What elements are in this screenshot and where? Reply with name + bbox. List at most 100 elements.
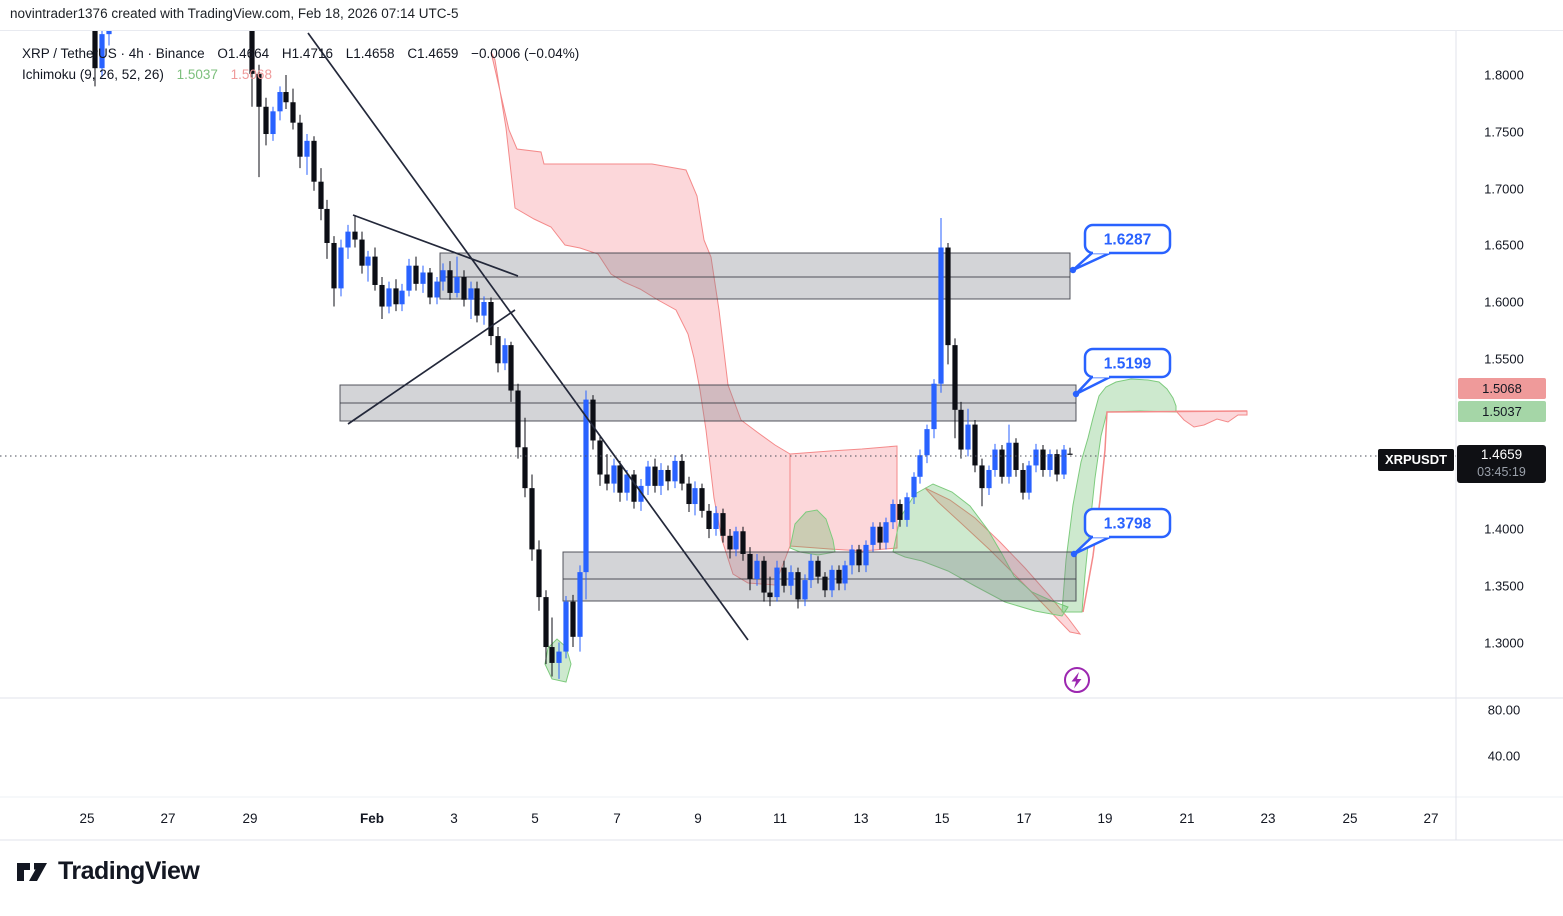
top-divider [0, 30, 1563, 31]
candle-body [965, 424, 971, 450]
candle-body [399, 290, 405, 305]
candle-body [808, 560, 814, 581]
price-axis-label: 1.4000 [1484, 521, 1524, 537]
callout-anchor-dot[interactable] [1072, 390, 1080, 398]
candle-body [699, 488, 705, 511]
time-axis-label: Feb [359, 811, 385, 826]
ichimoku-cloud-bearish [789, 445, 898, 552]
candle-body [692, 488, 698, 505]
trendline[interactable] [347, 309, 516, 425]
candle-body [529, 488, 535, 550]
time-axis-label: 23 [1260, 811, 1276, 826]
candle-body [992, 449, 998, 470]
attribution-text: novintrader1376 created with TradingView… [10, 6, 459, 21]
symbol-axis-badge: XRPUSDT [1378, 449, 1454, 471]
candle-body [338, 247, 344, 289]
candle-body [413, 265, 419, 284]
symbol-legend[interactable]: XRP / TetherUS · 4h · Binance O1.4664 H1… [22, 46, 588, 61]
candle-body [849, 549, 855, 566]
candle-body [679, 460, 685, 484]
indicator-legend[interactable]: Ichimoku (9, 26, 52, 26) 1.5037 1.5068 [22, 67, 281, 82]
candle-body [911, 476, 917, 498]
candle-body [481, 302, 487, 316]
price-axis-label: 1.3000 [1484, 635, 1524, 650]
time-axis-label: 25 [79, 811, 95, 826]
price-axis-label: 1.5500 [1484, 351, 1524, 367]
candle-body [365, 256, 371, 266]
candle-body [767, 592, 773, 598]
candle-body [686, 483, 692, 505]
candle-body [883, 522, 889, 543]
candle-body [577, 572, 583, 637]
candle-body [297, 122, 303, 157]
candle-body [311, 140, 317, 182]
candle-body [924, 429, 930, 456]
tradingview-logo[interactable]: TradingView [15, 856, 200, 886]
candle-body [563, 601, 569, 652]
candle-body [917, 455, 923, 477]
candle-body [99, 34, 105, 69]
candle-body [658, 469, 664, 486]
price-axis-label: 1.6000 [1484, 294, 1524, 310]
candle-body [359, 239, 365, 266]
time-axis-label: 13 [853, 811, 869, 826]
senkou-a-axis-badge: 1.5037 [1458, 401, 1546, 422]
symbol-title: XRP / TetherUS · 4h · Binance [22, 46, 205, 61]
candle-body [570, 601, 576, 637]
candle-body [263, 106, 269, 135]
candle-body [324, 208, 330, 243]
candle-body [958, 409, 964, 450]
candle-body [740, 531, 746, 554]
candle-body [290, 102, 296, 123]
price-callout[interactable]: 1.5199 [1072, 347, 1172, 398]
candle-body [890, 504, 896, 523]
price-axis-label: 1.7000 [1484, 181, 1524, 196]
candle-body [556, 651, 562, 663]
ohlc-low: L1.4658 [345, 46, 395, 61]
price-callout[interactable]: 1.6287 [1069, 223, 1172, 274]
callout-anchor-dot[interactable] [1069, 266, 1077, 274]
candle-body [447, 270, 453, 293]
time-axis-label: 27 [1423, 811, 1439, 826]
callout-anchor-dot[interactable] [1070, 550, 1078, 558]
ichimoku-cloud-bearish [924, 487, 1082, 635]
trendline[interactable] [307, 32, 749, 641]
candle-body [972, 424, 978, 466]
candle-body [1061, 449, 1067, 475]
callout-box [1083, 347, 1172, 379]
candle-body [420, 272, 426, 284]
main-pane [0, 31, 1456, 693]
candle-body [488, 302, 494, 337]
candle-body [822, 576, 828, 591]
candle-body [652, 466, 658, 486]
candle-body [1054, 454, 1060, 475]
senkou-a-value: 1.5037 [176, 67, 218, 82]
price-callout[interactable]: 1.3798 [1070, 507, 1172, 558]
indicator-name: Ichimoku (9, 26, 52, 26) [22, 67, 164, 82]
ichimoku-cloud-bullish [892, 483, 1069, 617]
callout-price-text: 1.5199 [1104, 356, 1152, 373]
time-axis-label: 5 [531, 811, 539, 826]
time-axis-label: 9 [694, 811, 702, 826]
candle-body [979, 465, 985, 489]
candle-body [897, 504, 903, 520]
candle-body [1006, 442, 1012, 477]
candle-body [277, 92, 283, 112]
price-zone-rectangle[interactable] [439, 252, 1071, 300]
trendline[interactable] [352, 214, 519, 277]
candle-body [931, 383, 937, 430]
candle-body [249, 31, 255, 74]
candle-body [283, 92, 289, 103]
candle-body [379, 284, 385, 307]
ohlc-close: C1.4659 [407, 46, 459, 61]
candle-body [952, 345, 958, 410]
candle-body [461, 277, 467, 300]
ohlc-change: −0.0006 (−0.04%) [471, 46, 580, 61]
candle-body [440, 270, 446, 282]
candle-body [754, 560, 760, 579]
candle-body [713, 513, 719, 529]
candle-body [842, 565, 848, 584]
candle-body [870, 526, 876, 545]
candle-body [747, 553, 753, 579]
candle-body [781, 567, 787, 586]
